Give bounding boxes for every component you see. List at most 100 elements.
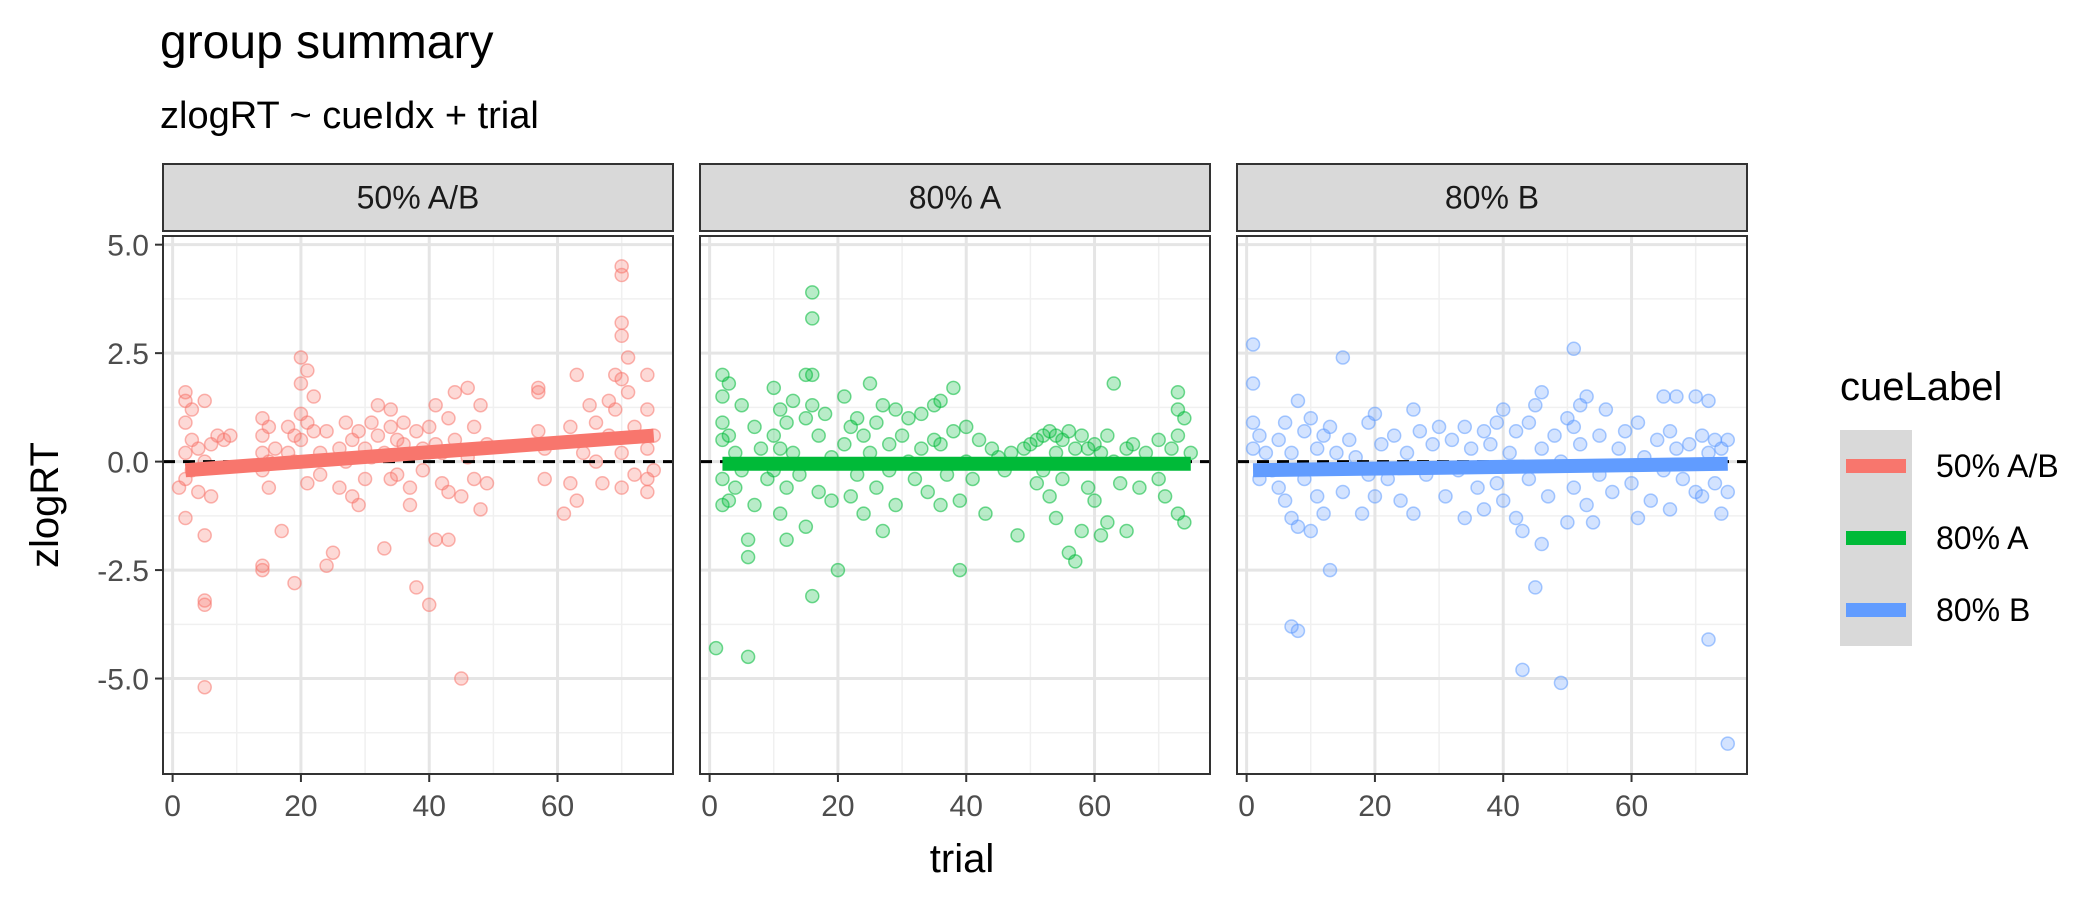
data-point	[537, 471, 552, 487]
data-point	[274, 523, 289, 539]
data-point	[1515, 523, 1530, 539]
data-point	[1649, 432, 1665, 448]
y-tick-label: -2.5	[97, 555, 149, 588]
data-point	[377, 541, 392, 556]
x-tick-label: 60	[1078, 790, 1111, 823]
data-point	[319, 558, 334, 573]
data-point	[447, 384, 463, 400]
data-point	[627, 467, 642, 482]
data-point	[409, 423, 424, 439]
panel-border	[699, 235, 1211, 775]
data-point	[351, 497, 366, 513]
legend-label: 80% B	[1936, 592, 2030, 628]
data-point	[614, 315, 629, 331]
data-point	[1714, 506, 1729, 521]
data-point	[1374, 437, 1389, 452]
data-point	[1605, 484, 1620, 500]
data-point	[805, 588, 820, 604]
data-point	[582, 397, 597, 413]
data-point	[1720, 736, 1736, 751]
data-point	[479, 476, 495, 491]
data-point	[1528, 397, 1543, 413]
data-point	[1399, 445, 1415, 461]
data-point	[1515, 662, 1530, 678]
data-point	[817, 406, 833, 422]
data-point	[287, 575, 302, 591]
data-point	[1630, 510, 1646, 526]
data-point	[946, 423, 961, 439]
data-point	[1457, 419, 1472, 435]
data-point	[1177, 410, 1192, 426]
data-point	[805, 367, 820, 383]
data-point	[1495, 493, 1511, 508]
data-point	[914, 441, 929, 456]
x-tick-label: 0	[701, 790, 718, 823]
panel-border	[1236, 235, 1748, 775]
data-point	[454, 671, 469, 686]
data-point	[907, 471, 923, 487]
legend: cueLabel 50% A/B 80% A 80% B	[1840, 365, 2059, 646]
data-point	[640, 484, 655, 500]
data-point	[869, 480, 884, 495]
data-point	[1258, 445, 1274, 461]
data-point	[1489, 476, 1505, 491]
data-point	[197, 593, 212, 608]
data-point	[1579, 497, 1594, 513]
data-point	[614, 328, 629, 344]
y-tick-label: 5.0	[107, 230, 149, 263]
data-point	[1579, 389, 1594, 404]
data-point	[1470, 480, 1485, 495]
data-point	[888, 402, 903, 417]
data-point	[466, 419, 482, 435]
data-point	[614, 371, 629, 387]
data-point	[881, 437, 897, 452]
data-point	[1151, 471, 1166, 487]
data-point	[357, 471, 373, 487]
data-point	[1316, 506, 1331, 521]
data-point	[441, 484, 456, 500]
data-point	[223, 428, 238, 443]
data-point	[740, 649, 756, 665]
data-point	[772, 402, 788, 417]
data-point	[933, 497, 948, 513]
data-point	[441, 532, 456, 547]
scatter-points	[1245, 337, 1736, 751]
data-point	[1669, 441, 1684, 456]
data-point	[1245, 376, 1261, 391]
data-point	[753, 441, 769, 456]
data-point	[531, 384, 546, 400]
data-point	[1720, 484, 1736, 500]
data-point	[1170, 384, 1186, 400]
facet-strip-label: 80% B	[1445, 180, 1539, 216]
data-point	[1553, 675, 1569, 691]
data-point	[1508, 510, 1524, 526]
data-point	[1271, 432, 1286, 448]
data-point	[1284, 445, 1299, 461]
data-point	[640, 441, 655, 456]
facet-panel: 80% B 0 20 40 60	[1236, 163, 1748, 823]
data-point	[614, 445, 629, 461]
data-point	[1495, 402, 1511, 417]
data-point	[1406, 506, 1421, 521]
data-point	[1669, 389, 1684, 404]
data-point	[779, 415, 794, 430]
data-point	[734, 397, 749, 413]
x-tick-label: 20	[821, 790, 854, 823]
x-tick-label: 60	[541, 790, 574, 823]
data-point	[197, 393, 212, 409]
data-point	[1132, 480, 1147, 495]
data-point	[1245, 415, 1261, 430]
y-tick-label: -5.0	[97, 664, 149, 697]
data-point	[1170, 428, 1186, 443]
data-point	[888, 497, 903, 513]
data-point	[740, 549, 756, 565]
data-point	[370, 428, 386, 443]
data-point	[300, 363, 315, 378]
data-point	[971, 432, 987, 448]
data-point	[1425, 437, 1440, 452]
data-point	[1125, 437, 1141, 452]
x-tick-label: 20	[1358, 790, 1391, 823]
data-point	[1290, 623, 1306, 639]
data-point	[1438, 489, 1453, 504]
panel-border	[162, 235, 674, 775]
